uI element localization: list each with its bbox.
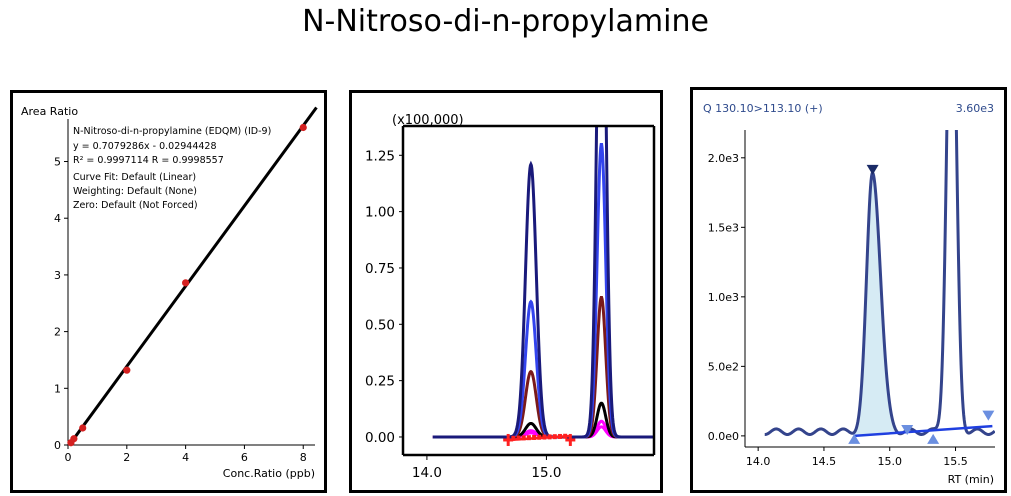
quantifier-ion-chart: Q 130.10>113.10 (+) 3.60e3 0.0e0 5.0e2 1.0e3… — [703, 102, 995, 486]
y-tick-label: 1 — [54, 382, 61, 395]
quantifier-ion-panel: Q 130.10>113.10 (+) 3.60e3 0.0e0 5.0e2 1.0e3… — [690, 87, 1007, 493]
max-intensity-label: 3.60e3 — [956, 102, 994, 115]
y-tick-label: 0 — [54, 439, 61, 452]
y-tick-label: 1.00 — [365, 205, 395, 221]
peak-start-marker — [848, 433, 861, 444]
integration-dot — [537, 434, 542, 440]
annotation-line: R² = 0.9997114 R = 0.9998557 — [73, 155, 224, 166]
integration-dot — [511, 435, 516, 441]
integration-dot — [526, 435, 531, 441]
overlaid-chromatogram-chart: (x100,000) 0.00 0.25 0.50 0.75 1.00 1.25 14.0 15… — [365, 113, 656, 481]
peak-start-marker — [927, 433, 940, 444]
integration-dot — [521, 435, 526, 441]
annotation-line: y = 0.7079286x - 0.02944428 — [73, 141, 217, 152]
calibration-point — [70, 435, 78, 443]
scale-label: (x100,000) — [392, 113, 464, 128]
trace-group — [764, 130, 995, 438]
calibration-curve-chart: 0 1 2 3 4 5 0 2 4 6 8 Area Ratio Conc.Ratio (ppb) N-N… — [21, 105, 318, 480]
y-tick-label: 2.0e3 — [708, 152, 739, 165]
y-tick-label: 4 — [54, 212, 61, 225]
integration-baseline — [854, 424, 993, 438]
page-title: N-Nitroso-di-n-propylamine — [302, 4, 709, 39]
x-tick-label: 4 — [182, 451, 189, 464]
integration-dot — [516, 435, 521, 441]
trace-group — [432, 126, 654, 439]
calibration-point — [182, 279, 190, 287]
annotation-line: Zero: Default (Not Forced) — [73, 200, 198, 211]
peak-apex-marker — [866, 164, 879, 175]
integration-dot — [532, 434, 537, 440]
x-tick-label: 2 — [123, 451, 130, 464]
calibration-point — [79, 424, 87, 432]
overlaid-chromatogram-panel: (x100,000) 0.00 0.25 0.50 0.75 1.00 1.25 14.0 15… — [349, 90, 663, 493]
calibration-point — [299, 123, 307, 132]
peak-end-marker — [901, 424, 914, 435]
integration-dot — [547, 434, 552, 440]
chromatogram-trace — [432, 142, 654, 439]
y-tick-label: 0.00 — [365, 430, 395, 446]
integration-dot — [552, 434, 557, 440]
x-tick-label: 0 — [65, 451, 72, 464]
integration-dot — [563, 433, 568, 439]
y-tick-label: 0.50 — [365, 317, 395, 333]
y-tick-label: 0.0e0 — [708, 430, 739, 443]
x-tick-label: 14.0 — [412, 465, 442, 481]
y-tick-label: 5 — [54, 156, 61, 169]
y-tick-label: 0.75 — [365, 261, 395, 277]
chromatogram-trace — [432, 126, 654, 439]
regression-line — [67, 106, 318, 446]
y-tick-label: 3 — [54, 269, 61, 282]
annotation-line: Weighting: Default (None) — [73, 186, 197, 197]
x-tick-label: 15.0 — [531, 465, 561, 481]
ion-trace — [764, 130, 995, 436]
y-axis-title: Area Ratio — [21, 105, 78, 118]
y-tick-label: 5.0e2 — [708, 360, 739, 373]
peak-end-marker — [982, 410, 995, 421]
y-tick-label: 1.0e3 — [708, 291, 739, 304]
annotation-line: Curve Fit: Default (Linear) — [73, 172, 196, 183]
y-tick-label: 1.5e3 — [708, 221, 739, 234]
x-axis-title: Conc.Ratio (ppb) — [223, 467, 315, 480]
y-tick-label: 1.25 — [365, 148, 395, 164]
y-tick-label: 0.25 — [365, 374, 395, 390]
x-tick-label: 14.5 — [812, 455, 837, 468]
integration-dot — [542, 434, 547, 440]
x-tick-label: 14.0 — [746, 455, 771, 468]
integrated-peak-area — [854, 172, 905, 436]
y-tick-label: 2 — [54, 326, 61, 339]
calibration-curve-panel: 0 1 2 3 4 5 0 2 4 6 8 Area Ratio Conc.Ratio (ppb) N-N… — [10, 90, 327, 493]
x-tick-label: 15.0 — [877, 455, 902, 468]
x-axis-title: RT (min) — [948, 473, 994, 486]
ion-transition-label: Q 130.10>113.10 (+) — [703, 102, 823, 115]
x-tick-label: 15.5 — [943, 455, 968, 468]
x-tick-label: 8 — [300, 451, 307, 464]
integration-dot — [557, 433, 562, 439]
x-tick-label: 6 — [241, 451, 248, 464]
annotation-line: N-Nitroso-di-n-propylamine (EDQM) (ID-9) — [73, 126, 271, 137]
calibration-point — [123, 366, 131, 374]
